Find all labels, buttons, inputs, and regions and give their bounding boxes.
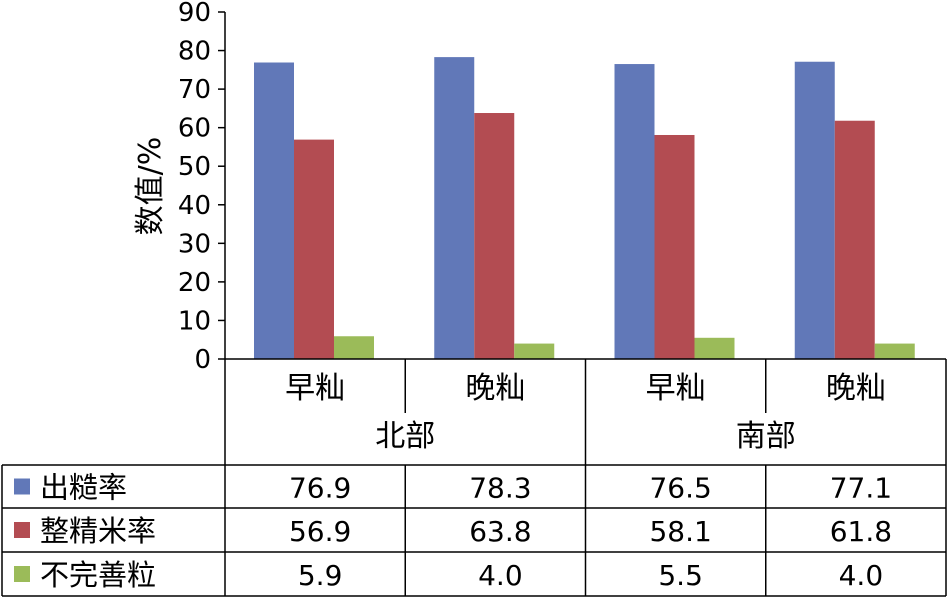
- y-axis: 0 10 20 30 40 50 60 70 80 90: [178, 0, 226, 375]
- category-label: 晚籼: [465, 371, 525, 406]
- bar: [874, 343, 915, 359]
- series-name: 出糙率: [40, 471, 127, 505]
- series-name: 整精米率: [40, 514, 156, 548]
- y-tick-label: 40: [178, 191, 211, 221]
- data-table-value: 4.0: [478, 559, 523, 592]
- data-table-value: 5.5: [658, 559, 703, 592]
- data-table-value: 61.8: [830, 515, 892, 548]
- data-table-value: 77.1: [830, 472, 892, 505]
- bar: [474, 113, 515, 359]
- bar: [834, 120, 875, 359]
- bars: [254, 57, 915, 360]
- legend-swatch: [14, 522, 30, 538]
- y-axis-label: 数值/%: [133, 137, 168, 236]
- bar: [334, 336, 374, 359]
- bar: [294, 139, 334, 359]
- data-table-value: 76.5: [649, 472, 711, 505]
- bar: [694, 337, 735, 359]
- bar: [654, 134, 695, 359]
- legend-swatch: [14, 566, 30, 582]
- y-tick-label: 70: [178, 75, 211, 105]
- bar: [254, 62, 294, 359]
- data-table-value: 76.9: [289, 472, 351, 505]
- group-label: 南部: [736, 419, 796, 454]
- bar: [434, 57, 475, 360]
- data-table-value: 58.1: [649, 515, 711, 548]
- data-table-value: 78.3: [469, 472, 531, 505]
- y-tick-label: 90: [178, 0, 211, 28]
- data-table-value: 56.9: [289, 515, 351, 548]
- bar: [514, 343, 555, 359]
- y-tick-label: 80: [178, 37, 211, 67]
- bar: [794, 61, 835, 360]
- bar: [614, 64, 655, 360]
- y-tick-label: 10: [178, 306, 211, 336]
- category-label: 早籼: [646, 371, 706, 406]
- y-tick-label: 20: [178, 268, 211, 298]
- series-name: 不完善粒: [40, 558, 156, 592]
- group-label: 北部: [375, 419, 435, 454]
- y-tick-label: 50: [178, 152, 211, 182]
- data-table-value: 5.9: [298, 559, 343, 592]
- y-tick-label: 60: [178, 114, 211, 144]
- category-label: 晚籼: [826, 371, 886, 406]
- y-tick-label: 0: [194, 345, 211, 375]
- category-label: 早籼: [285, 371, 345, 406]
- legend-swatch: [14, 478, 30, 495]
- y-tick-label: 30: [178, 229, 211, 259]
- data-table-value: 63.8: [469, 515, 531, 548]
- data-table-value: 4.0: [839, 559, 884, 592]
